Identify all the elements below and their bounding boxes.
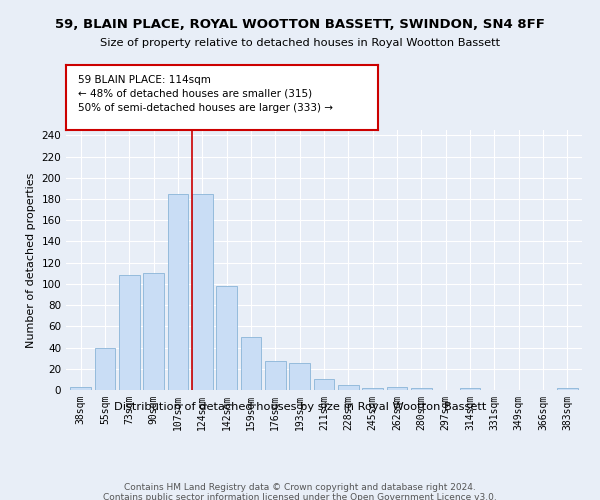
Text: 59 BLAIN PLACE: 114sqm
← 48% of detached houses are smaller (315)
50% of semi-de: 59 BLAIN PLACE: 114sqm ← 48% of detached… bbox=[79, 74, 334, 113]
Bar bbox=[265, 362, 286, 390]
Bar bbox=[460, 388, 481, 390]
Bar bbox=[386, 387, 407, 390]
Bar bbox=[362, 388, 383, 390]
Bar bbox=[70, 387, 91, 390]
Bar bbox=[338, 384, 359, 390]
Text: Contains HM Land Registry data © Crown copyright and database right 2024.: Contains HM Land Registry data © Crown c… bbox=[124, 482, 476, 492]
Text: Distribution of detached houses by size in Royal Wootton Bassett: Distribution of detached houses by size … bbox=[114, 402, 486, 412]
Text: Size of property relative to detached houses in Royal Wootton Bassett: Size of property relative to detached ho… bbox=[100, 38, 500, 48]
Bar bbox=[241, 337, 262, 390]
Y-axis label: Number of detached properties: Number of detached properties bbox=[26, 172, 36, 348]
Bar bbox=[289, 364, 310, 390]
Bar bbox=[143, 274, 164, 390]
Bar bbox=[216, 286, 237, 390]
Bar bbox=[119, 276, 140, 390]
Bar bbox=[314, 380, 334, 390]
Bar bbox=[167, 194, 188, 390]
Bar bbox=[95, 348, 115, 390]
Text: 59, BLAIN PLACE, ROYAL WOOTTON BASSETT, SWINDON, SN4 8FF: 59, BLAIN PLACE, ROYAL WOOTTON BASSETT, … bbox=[55, 18, 545, 30]
Bar bbox=[557, 388, 578, 390]
Bar bbox=[411, 388, 432, 390]
Bar bbox=[192, 194, 212, 390]
Text: Contains public sector information licensed under the Open Government Licence v3: Contains public sector information licen… bbox=[103, 492, 497, 500]
